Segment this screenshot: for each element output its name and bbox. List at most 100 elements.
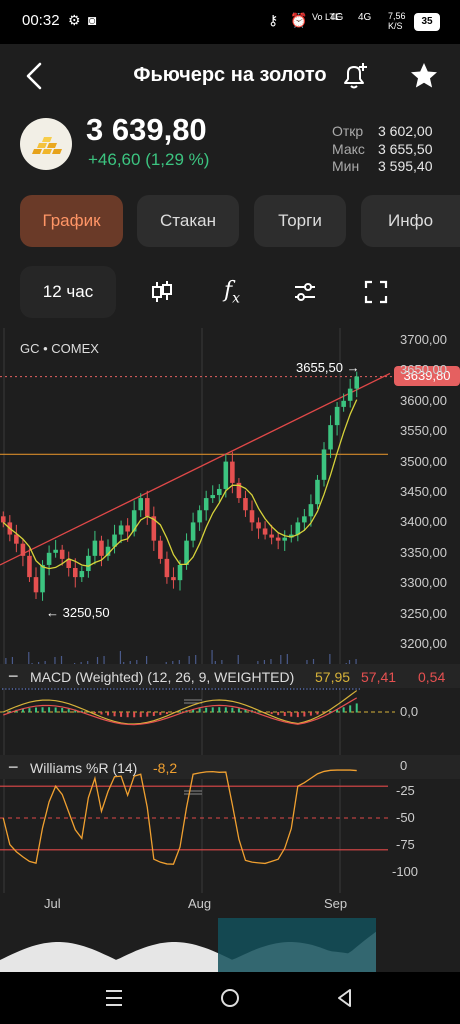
candle-body	[203, 498, 209, 511]
gold-bars-logo	[20, 118, 72, 170]
battery-icon: 35	[414, 13, 440, 31]
sliders-icon	[295, 283, 315, 301]
macd-histogram-bar	[107, 712, 109, 716]
candle-body	[197, 510, 202, 523]
candle-body	[295, 522, 301, 535]
high-value: 3 655,50	[378, 141, 433, 157]
macd-histogram-bar	[257, 711, 260, 713]
candle-body	[131, 510, 137, 532]
macd-histogram-bar	[61, 707, 64, 713]
open-label: Откр	[332, 123, 364, 139]
williams-value: -8,2	[153, 760, 178, 776]
app-notification-icon-2: ◙	[88, 12, 97, 28]
candlestick-icon	[152, 281, 172, 302]
macd-histogram-bar	[237, 708, 240, 713]
williams-axis-100: -100	[392, 864, 419, 879]
candle-body	[0, 516, 6, 523]
favorite-button[interactable]	[406, 58, 442, 94]
candle-body	[79, 571, 85, 578]
candle-body	[341, 400, 346, 407]
williams-panel-header[interactable]: − Williams %R (14) -8,2	[0, 757, 460, 781]
candle-body	[308, 504, 314, 517]
macd-histogram-bar	[159, 712, 162, 716]
macd-histogram-bar	[179, 711, 181, 713]
candle-body	[249, 510, 255, 523]
back-button[interactable]	[18, 58, 54, 94]
tab-info[interactable]: Инфо	[361, 195, 460, 247]
add-alert-button[interactable]	[336, 58, 372, 94]
tab-chart[interactable]: График	[20, 195, 123, 247]
candle-body	[40, 564, 45, 593]
status-time: 00:32	[22, 12, 60, 29]
volte-label: Vo LTE	[312, 12, 341, 22]
candle-body	[321, 449, 327, 480]
y-tick-label: 3400,00	[400, 514, 447, 530]
macd-histogram-bar	[336, 709, 339, 713]
status-bar: 00:32 ⚙ ◙ ⚷ ⏰ Vo LTE 4G 4G 7,56 K/S 35	[0, 0, 460, 44]
system-nav-bar	[0, 972, 460, 1024]
price-chart[interactable]	[0, 328, 460, 918]
period-selector[interactable]: 12 час	[20, 266, 116, 318]
tab-trades[interactable]: Торги	[254, 195, 346, 247]
candle-body	[138, 498, 144, 511]
key-icon: ⚷	[268, 12, 279, 28]
collapse-icon-2[interactable]: −	[8, 757, 19, 777]
candle-body	[262, 528, 268, 535]
chart-type-button[interactable]	[136, 266, 188, 318]
macd-histogram-bar	[342, 707, 345, 713]
macd-histogram-bar	[35, 707, 37, 713]
open-value: 3 602,00	[378, 123, 433, 139]
macd-value: 57,95	[315, 669, 351, 685]
y-tick-label: 3450,00	[400, 484, 447, 499]
candle-body	[302, 516, 307, 523]
macd-histogram-bar	[316, 712, 319, 715]
candle-body	[66, 558, 72, 568]
macd-histogram-bar	[309, 712, 312, 716]
macd-histogram-bar	[48, 707, 51, 713]
macd-histogram-bar	[74, 709, 77, 713]
recents-icon[interactable]	[103, 988, 125, 1008]
candle-body	[282, 537, 288, 541]
macd-histogram-bar	[198, 708, 201, 713]
back-nav-icon[interactable]	[334, 987, 356, 1009]
fullscreen-button[interactable]	[350, 266, 402, 318]
candle-body	[158, 540, 163, 559]
low-marker-label: ← 3250,50	[46, 605, 110, 620]
function-icon: fx	[223, 277, 241, 307]
y-tick-label: 3550,00	[400, 423, 447, 439]
candle-body	[112, 534, 117, 547]
macd-histogram-bar	[146, 712, 149, 717]
candle-body	[223, 461, 229, 489]
y-tick-label: 3650,00	[400, 362, 447, 378]
signal-2-label: 4G	[358, 12, 372, 23]
candle-body	[347, 388, 353, 401]
collapse-icon[interactable]: −	[8, 666, 19, 686]
candle-body	[118, 525, 124, 535]
macd-histogram-bar	[231, 707, 234, 713]
macd-histogram-bar	[21, 708, 24, 713]
macd-histogram-bar	[296, 712, 299, 718]
page-title: Фьючерс на золото	[133, 64, 327, 86]
candle-body	[72, 568, 78, 578]
bell-plus-icon	[344, 63, 367, 89]
indicators-button[interactable]: fx	[206, 266, 258, 318]
candle-body	[243, 498, 248, 511]
macd-signal-line	[3, 697, 358, 726]
candle-body	[230, 461, 235, 483]
macd-histogram-bar	[133, 712, 136, 718]
macd-histogram-bar	[165, 712, 168, 715]
candle-body	[269, 534, 274, 538]
macd-panel-header[interactable]: − MACD (Weighted) (12, 26, 9, WEIGHTED) …	[0, 666, 460, 690]
macd-label: MACD (Weighted) (12, 26, 9, WEIGHTED)	[30, 669, 295, 685]
alarm-icon: ⏰	[290, 12, 308, 28]
candle-body	[92, 540, 98, 556]
tab-order-book[interactable]: Стакан	[137, 195, 239, 247]
williams-axis-50: -50	[396, 810, 415, 825]
candle-body	[20, 543, 26, 556]
candle-body	[164, 558, 170, 578]
range-navigator[interactable]	[0, 918, 460, 972]
macd-histogram-bar	[100, 712, 103, 715]
price-change: +46,60 (1,29 %)	[88, 150, 210, 169]
chart-settings-button[interactable]	[279, 266, 331, 318]
home-icon[interactable]	[219, 987, 241, 1009]
